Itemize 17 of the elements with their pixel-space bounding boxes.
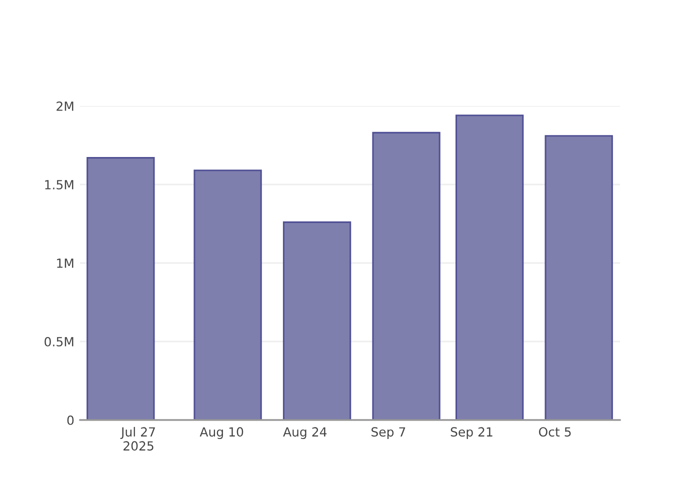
- bar: [86, 157, 155, 420]
- x-tick-label: Sep 7: [372, 427, 406, 440]
- bar: [544, 135, 613, 420]
- x-tick-label: Jul 27 2025: [120, 426, 155, 451]
- x-tick-label: Sep 21: [450, 427, 492, 440]
- y-tick-label: 0: [67, 415, 74, 425]
- y-tick-label: 1.5M: [45, 180, 74, 190]
- x-tick-label: Aug 10: [200, 427, 244, 440]
- bar: [282, 221, 352, 420]
- x-tick-label: Aug 24: [283, 427, 327, 440]
- y-tick-label: 0.5M: [44, 336, 74, 346]
- y-tick-label: 2M: [56, 101, 74, 111]
- y-tick-label: 1M: [57, 258, 74, 268]
- x-tick-label: Oct 5: [538, 427, 571, 437]
- bar: [456, 114, 524, 420]
- bar: [194, 170, 262, 420]
- bar: [372, 132, 440, 420]
